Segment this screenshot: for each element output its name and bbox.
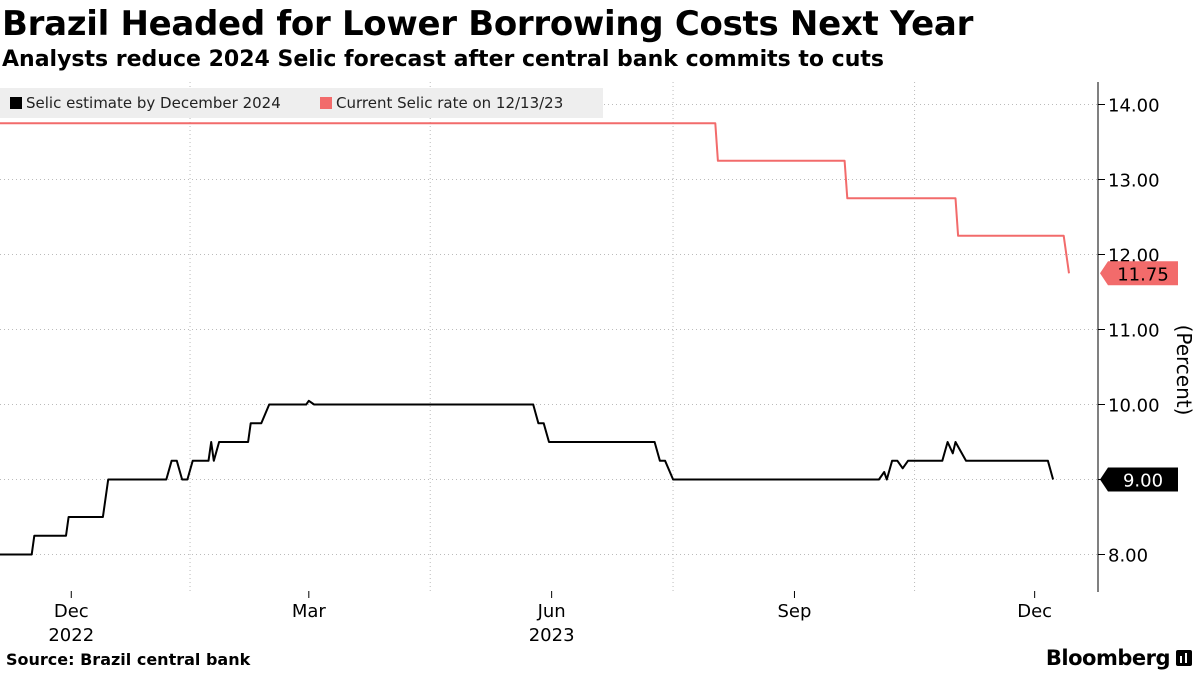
x-tick-label: Jun [537, 601, 566, 622]
end-label-text-0: 9.00 [1123, 471, 1163, 492]
x-year-label: 2022 [48, 625, 94, 646]
legend: Selic estimate by December 2024 Current S… [0, 88, 603, 118]
x-tick-label: Dec [1017, 601, 1052, 622]
grid-lines [0, 82, 1098, 592]
axes: 8.009.0010.0011.0012.0013.0014.00(Percen… [48, 82, 1196, 646]
end-label-tag-1 [1100, 261, 1178, 286]
series-line-1 [0, 122, 1070, 274]
x-tick-label: Mar [292, 601, 327, 622]
end-label-text-1: 11.75 [1117, 264, 1169, 285]
end-label-tag-0 [1100, 467, 1178, 492]
legend-background [0, 88, 603, 118]
x-tick-label: Dec [54, 601, 89, 622]
legend-entry-1: Current Selic rate on 12/13/23 [336, 94, 563, 112]
y-tick-label: 10.00 [1108, 396, 1160, 417]
series-lines [0, 122, 1070, 556]
x-year-label: 2023 [529, 625, 575, 646]
legend-swatch-1 [320, 97, 332, 109]
chart-title: Brazil Headed for Lower Borrowing Costs … [2, 4, 974, 44]
x-tick-label: Sep [777, 601, 811, 622]
end-value-labels: 9.00 11.75 [1100, 261, 1178, 492]
chart-subtitle: Analysts reduce 2024 Selic forecast afte… [2, 47, 884, 72]
brand-name: Bloomberg [1045, 646, 1171, 670]
y-tick-label: 13.00 [1108, 171, 1160, 192]
y-tick-label: 8.00 [1108, 546, 1148, 567]
legend-entry-0: Selic estimate by December 2024 [26, 94, 281, 112]
bloomberg-bars-icon [1176, 650, 1192, 666]
series-line-0 [0, 399, 1055, 556]
source-note: Source: Brazil central bank [6, 650, 251, 669]
legend-swatch-0 [10, 97, 22, 109]
bloomberg-logo: Bloomberg [1046, 646, 1192, 670]
y-axis-label: (Percent) [1172, 325, 1196, 416]
y-tick-label: 11.00 [1108, 321, 1160, 342]
y-tick-label: 14.00 [1108, 96, 1160, 117]
